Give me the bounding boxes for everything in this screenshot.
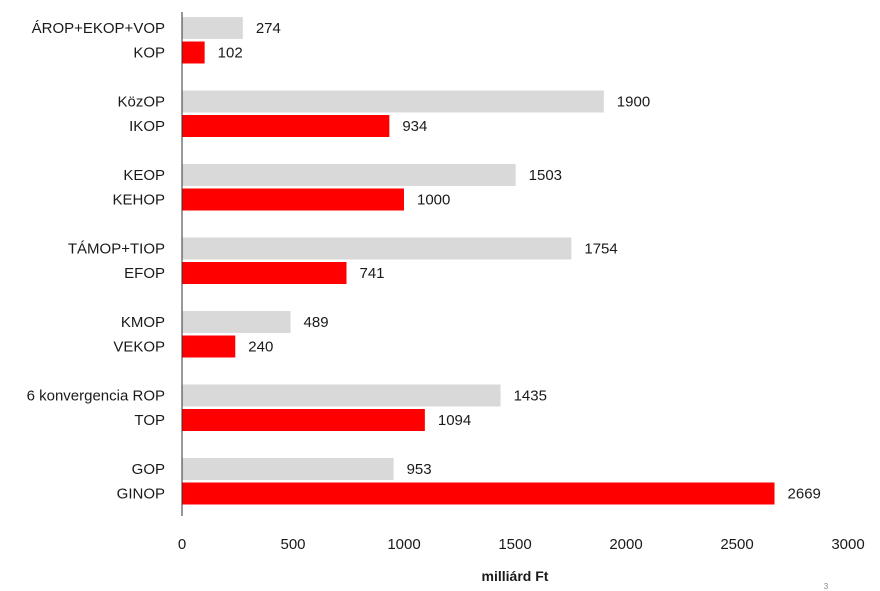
bar-new-1 xyxy=(182,115,390,137)
bar-new-5 xyxy=(182,409,425,431)
category-label-old-2: KEOP xyxy=(123,167,165,184)
x-tick-label-3: 1500 xyxy=(498,536,531,553)
category-label-old-4: KMOP xyxy=(121,314,165,331)
x-tick-label-4: 2000 xyxy=(609,536,642,553)
value-label-old-4: 489 xyxy=(304,314,329,331)
x-tick-label-2: 1000 xyxy=(387,536,420,553)
value-label-new-1: 934 xyxy=(402,118,427,135)
bar-new-3 xyxy=(182,262,347,284)
x-axis-title: milliárd Ft xyxy=(482,568,549,584)
bar-old-3 xyxy=(182,237,572,260)
value-label-new-5: 1094 xyxy=(438,412,471,429)
bar-new-4 xyxy=(182,335,236,358)
x-axis-ticks: 0 500 1000 1500 2000 2500 3000 xyxy=(178,536,865,553)
x-tick-label-5: 2500 xyxy=(720,536,753,553)
value-label-new-4: 240 xyxy=(248,339,273,356)
bars-layer xyxy=(182,17,775,505)
value-label-new-2: 1000 xyxy=(417,192,450,209)
value-label-new-3: 741 xyxy=(360,265,385,282)
value-label-old-2: 1503 xyxy=(529,167,562,184)
category-label-old-0: ÁROP+EKOP+VOP xyxy=(32,20,165,37)
category-labels: ÁROP+EKOP+VOP KOP KözOP IKOP KEOP KEHOP TÁMOP+… xyxy=(27,20,165,503)
value-label-new-0: 102 xyxy=(218,45,243,62)
value-label-old-1: 1900 xyxy=(617,94,650,111)
category-label-old-1: KözOP xyxy=(117,94,165,111)
bar-old-5 xyxy=(182,384,501,407)
bar-old-1 xyxy=(182,90,604,113)
category-label-new-2: KEHOP xyxy=(112,192,165,209)
x-tick-label-0: 0 xyxy=(178,536,186,553)
value-labels: 274 102 1900 934 1503 1000 1754 741 489 240 1435 10… xyxy=(218,20,821,503)
x-tick-label-6: 3000 xyxy=(831,536,864,553)
x-tick-label-1: 500 xyxy=(280,536,305,553)
page-number: 3 xyxy=(824,582,829,591)
category-label-new-0: KOP xyxy=(133,45,165,62)
category-label-old-5: 6 konvergencia ROP xyxy=(27,388,165,405)
bar-new-2 xyxy=(182,188,404,211)
category-label-old-3: TÁMOP+TIOP xyxy=(68,241,165,258)
bar-old-6 xyxy=(182,458,394,480)
category-label-new-1: IKOP xyxy=(129,118,165,135)
bar-old-0 xyxy=(182,17,243,39)
value-label-old-6: 953 xyxy=(407,461,432,478)
bar-new-0 xyxy=(182,41,205,64)
category-label-new-3: EFOP xyxy=(124,265,165,282)
category-label-old-6: GOP xyxy=(132,461,165,478)
bar-old-2 xyxy=(182,164,516,186)
category-label-new-6: GINOP xyxy=(117,486,165,503)
value-label-new-6: 2669 xyxy=(788,486,821,503)
value-label-old-0: 274 xyxy=(256,20,281,37)
bar-new-6 xyxy=(182,482,775,505)
category-label-new-5: TOP xyxy=(134,412,165,429)
value-label-old-3: 1754 xyxy=(584,241,617,258)
value-label-old-5: 1435 xyxy=(514,388,547,405)
bar-old-4 xyxy=(182,311,291,333)
category-label-new-4: VEKOP xyxy=(113,339,165,356)
